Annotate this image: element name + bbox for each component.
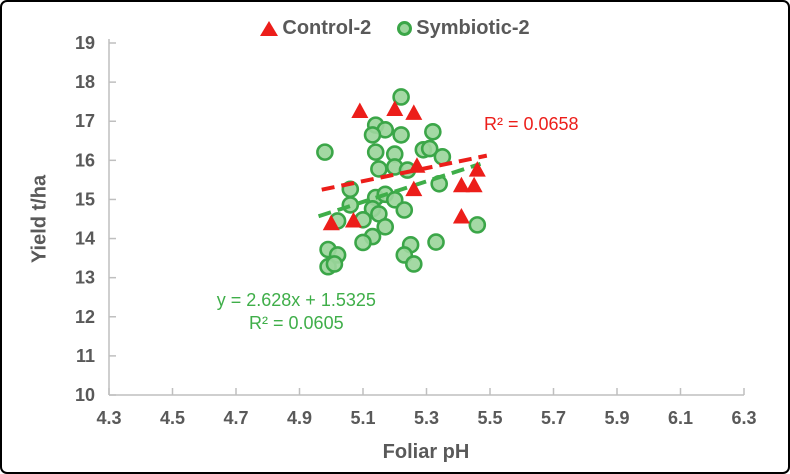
trendline-annotation: R² = 0.0658 <box>484 114 579 134</box>
symbiotic-2-point <box>370 160 388 178</box>
symbiotic-2-point <box>341 196 360 214</box>
symbiotic-2-point <box>395 201 414 219</box>
control-2-point <box>468 161 486 177</box>
x-axis-title: Foliar pH <box>382 441 470 463</box>
y-tick-label: 15 <box>75 189 95 209</box>
control-2-point <box>351 102 369 118</box>
symbiotic-2-point <box>366 143 385 161</box>
control-2-point <box>344 211 362 228</box>
x-tick-label: 5.1 <box>350 408 375 428</box>
symbiotic-2-point <box>424 122 442 141</box>
x-tick-label: 5.5 <box>477 408 502 428</box>
y-tick-label: 12 <box>75 307 95 327</box>
x-tick-label: 5.9 <box>604 408 629 428</box>
x-tick-label: 6.3 <box>731 408 756 428</box>
symbiotic-2-point <box>392 126 410 144</box>
trendline-annotation: y = 2.628x + 1.5325 <box>217 290 376 310</box>
x-tick-label: 5.7 <box>541 408 566 428</box>
y-tick-label: 18 <box>75 72 95 92</box>
control-2-point <box>322 214 340 231</box>
symbiotic-2-point <box>325 255 344 273</box>
y-tick-label: 13 <box>75 268 95 288</box>
control-2-point <box>386 100 404 116</box>
symbiotic-2-point <box>316 143 334 161</box>
symbiotic-2-point <box>468 216 487 234</box>
y-tick-label: 17 <box>75 111 95 131</box>
symbiotic-2-point <box>404 255 423 273</box>
x-tick-label: 4.7 <box>223 408 248 428</box>
control-2-point <box>452 208 470 224</box>
symbiotic-2-point <box>376 218 395 236</box>
y-tick-label: 16 <box>75 150 95 170</box>
symbiotic-2-point <box>363 126 382 144</box>
control-2-point <box>408 157 426 173</box>
symbiotic-2-trendline <box>317 161 482 219</box>
control-2-point <box>405 104 423 120</box>
symbiotic-2-point <box>427 233 445 251</box>
x-tick-label: 4.5 <box>160 408 185 428</box>
x-tick-label: 5.3 <box>414 408 439 428</box>
trendline-annotation: R² = 0.0605 <box>249 313 344 333</box>
symbiotic-2-point <box>392 88 410 106</box>
y-tick-label: 19 <box>75 33 95 53</box>
control-2-trendline <box>321 153 488 192</box>
control-2-point <box>465 176 483 193</box>
symbiotic-2-point <box>354 233 372 252</box>
y-tick-label: 11 <box>76 346 95 366</box>
x-tick-label: 4.9 <box>287 408 312 428</box>
control-2-point <box>452 176 470 193</box>
y-tick-label: 14 <box>75 229 95 249</box>
x-tick-label: 4.3 <box>96 408 121 428</box>
y-tick-label: 10 <box>75 385 95 405</box>
control-2-point <box>405 180 423 197</box>
x-tick-label: 6.1 <box>668 408 693 428</box>
symbiotic-2-point <box>420 139 439 158</box>
